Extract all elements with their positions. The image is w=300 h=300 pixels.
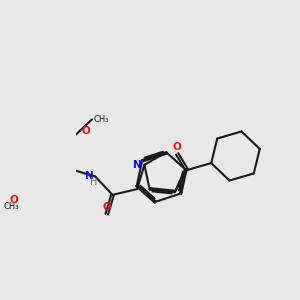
Text: CH₃: CH₃: [93, 115, 109, 124]
Text: H: H: [90, 177, 97, 188]
Text: O: O: [82, 126, 91, 136]
Text: N: N: [85, 172, 93, 182]
Text: O: O: [102, 202, 111, 212]
Text: CH₃: CH₃: [3, 202, 19, 211]
Text: O: O: [173, 142, 182, 152]
Text: N: N: [134, 160, 142, 170]
Text: O: O: [9, 195, 18, 206]
